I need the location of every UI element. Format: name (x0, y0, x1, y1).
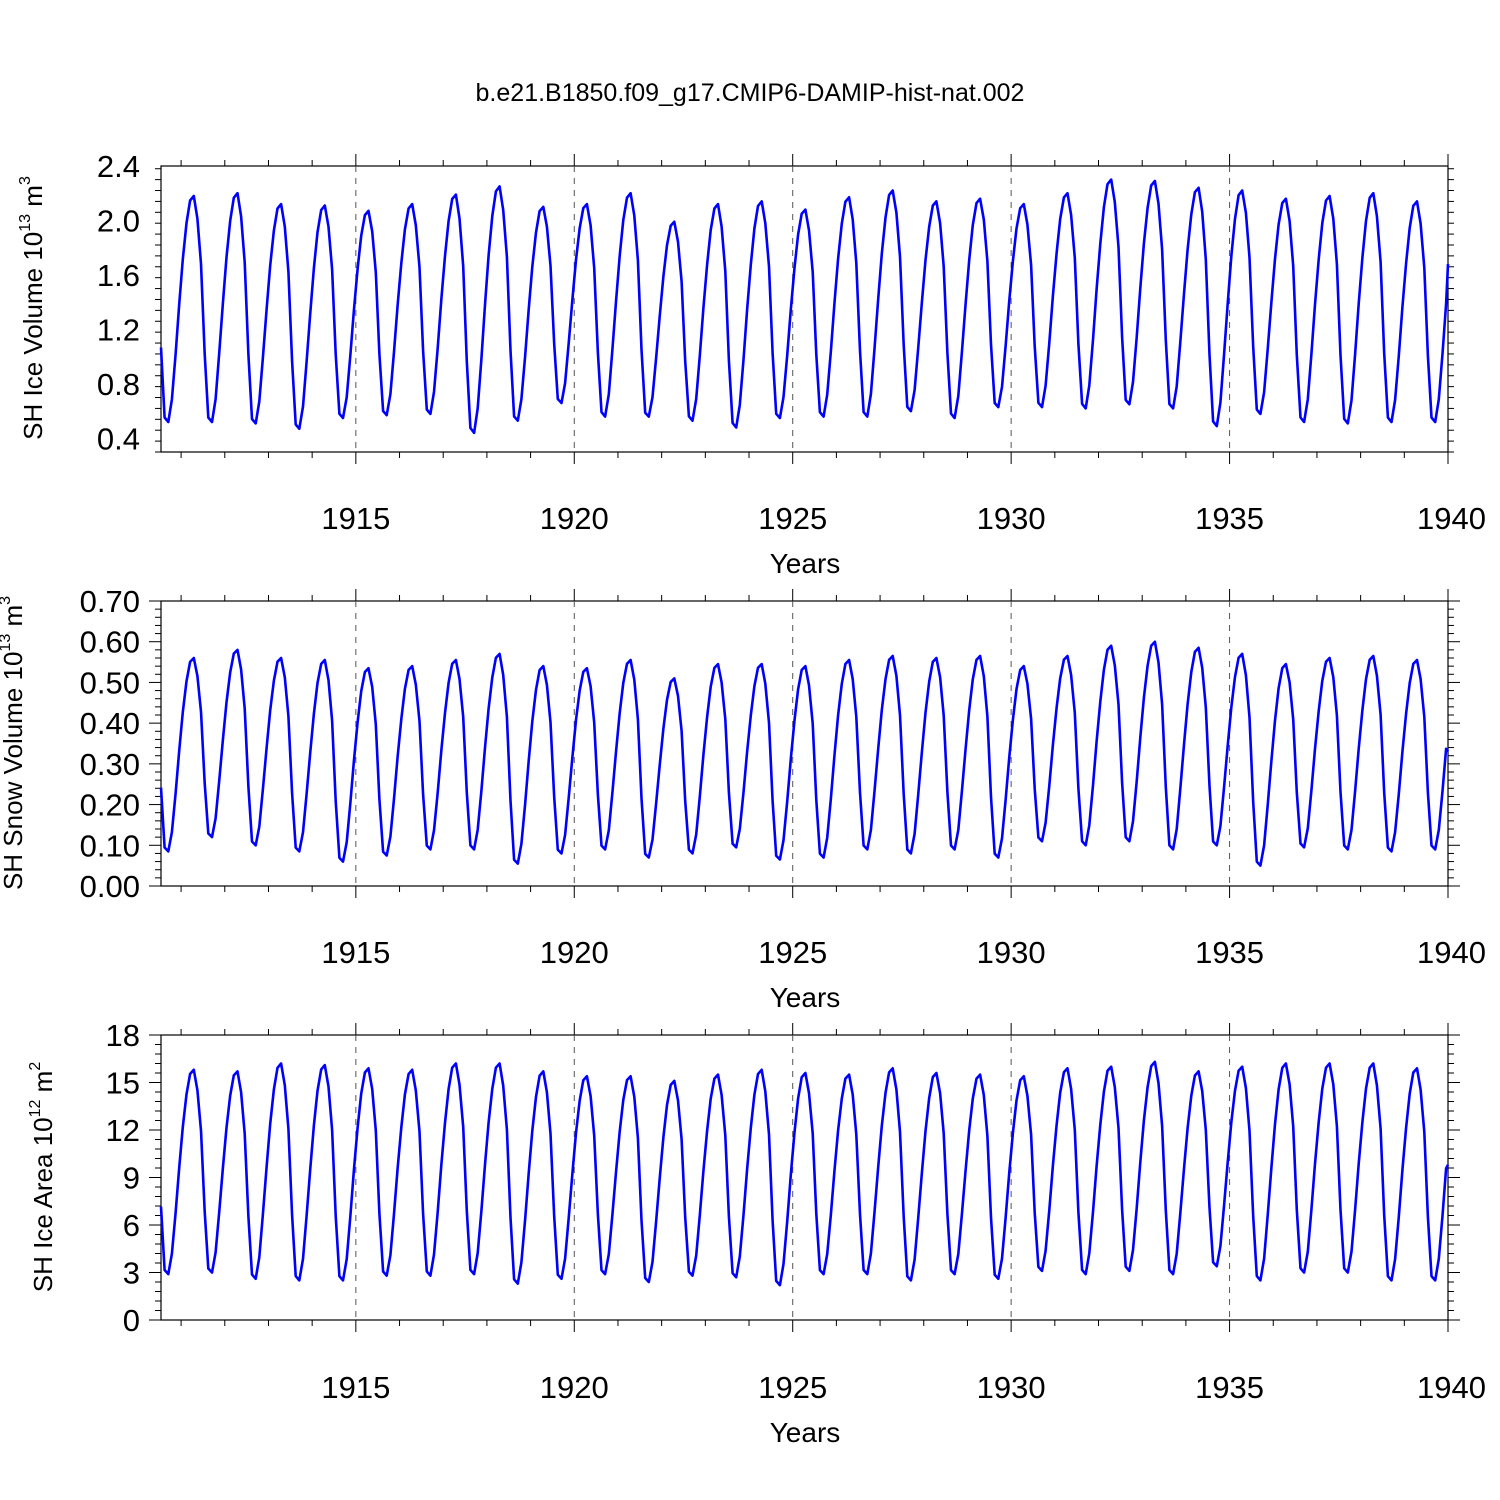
y-tick-label: 0.70 (80, 584, 140, 619)
y-tick-label: 3 (123, 1256, 140, 1291)
y-tick-label: 15 (106, 1066, 140, 1101)
x-tick-label: 1930 (977, 935, 1046, 970)
series-line (161, 180, 1448, 433)
y-tick-label: 6 (123, 1208, 140, 1243)
y-tick-label: 0.00 (80, 869, 140, 904)
x-tick-label: 1935 (1195, 935, 1264, 970)
x-tick-label: 1925 (758, 935, 827, 970)
panel-2: 0.00 0.10 0.20 0.30 0.40 0.50 0.60 0.70 1915 1920… (0, 584, 1486, 1013)
y-tick-label: 9 (123, 1161, 140, 1196)
x-tick-label: 1925 (758, 501, 827, 536)
x-tick-label: 1935 (1195, 501, 1264, 536)
y-tick-label: 18 (106, 1018, 140, 1053)
x-tick-label: 1915 (321, 935, 390, 970)
x-tick-label: 1935 (1195, 1370, 1264, 1405)
x-tick-label: 1920 (540, 1370, 609, 1405)
panel-1: 0.4 0.8 1.2 1.6 2.0 2.4 1915 1920 1925 1930 1935 19… (17, 149, 1486, 579)
x-tick-label: 1930 (977, 1370, 1046, 1405)
y-tick-label: 0.10 (80, 828, 140, 863)
y-tick-label: 0 (123, 1303, 140, 1338)
x-axis-label: Years (770, 548, 841, 579)
x-tick-label: 1940 (1417, 935, 1486, 970)
x-tick-label: 1940 (1417, 501, 1486, 536)
y-tick-label: 0.30 (80, 747, 140, 782)
x-axis-label: Years (770, 982, 841, 1013)
x-tick-label: 1920 (540, 935, 609, 970)
x-tick-label: 1925 (758, 1370, 827, 1405)
series-line (161, 1062, 1448, 1285)
y-tick-label: 1.6 (97, 258, 140, 293)
x-tick-label: 1915 (321, 1370, 390, 1405)
x-tick-label: 1930 (977, 501, 1046, 536)
x-axis-label: Years (770, 1417, 841, 1448)
panel-3: 0 3 6 9 12 15 18 1915 1920 1925 1930 1935 1940 Years S… (27, 1018, 1486, 1448)
y-axis-label: SH Snow Volume 1013 m3 (0, 596, 28, 890)
y-axis-label: SH Ice Area 1012 m2 (27, 1062, 58, 1293)
y-tick-label: 0.50 (80, 665, 140, 700)
y-tick-label: 2.4 (97, 149, 140, 184)
y-tick-label: 0.20 (80, 788, 140, 823)
y-tick-label: 1.2 (97, 312, 140, 347)
y-tick-label: 12 (106, 1113, 140, 1148)
x-tick-label: 1920 (540, 501, 609, 536)
series-line (161, 642, 1448, 866)
y-axis-label: SH Ice Volume 1013 m3 (17, 176, 48, 440)
y-tick-label: 0.40 (80, 706, 140, 741)
y-tick-label: 0.4 (97, 421, 140, 456)
chart-title: b.e21.B1850.f09_g17.CMIP6-DAMIP-hist-nat… (476, 79, 1025, 107)
y-tick-label: 0.60 (80, 625, 140, 660)
x-tick-label: 1940 (1417, 1370, 1486, 1405)
y-tick-label: 2.0 (97, 203, 140, 238)
y-tick-label: 0.8 (97, 367, 140, 402)
x-tick-label: 1915 (321, 501, 390, 536)
